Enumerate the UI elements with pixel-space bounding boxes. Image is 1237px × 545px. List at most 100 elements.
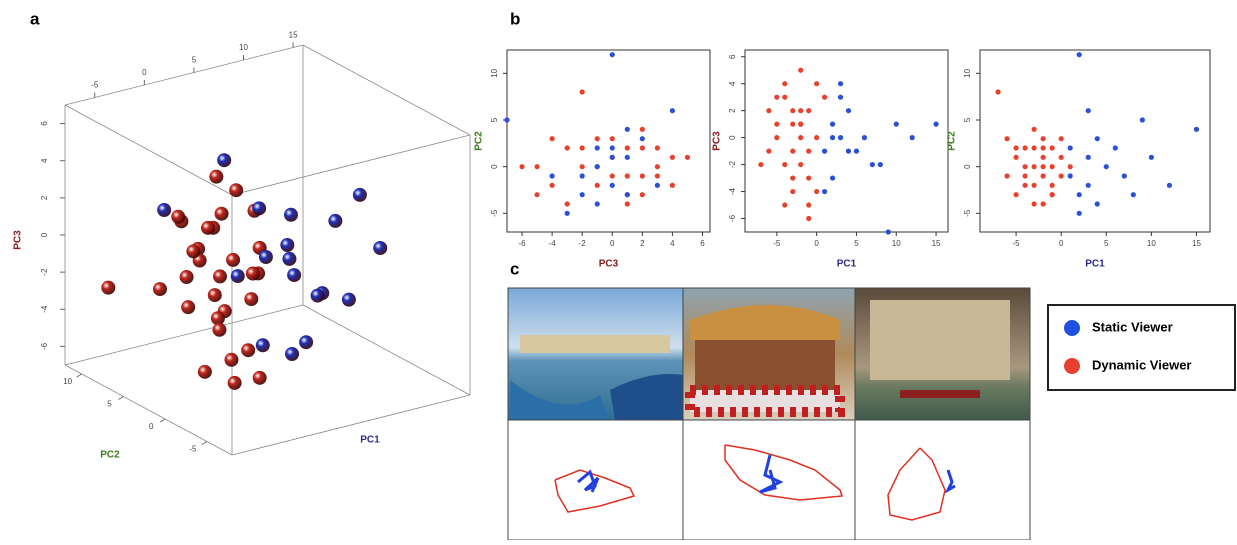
point bbox=[1077, 52, 1082, 57]
sphere bbox=[285, 347, 299, 361]
x-axis-label: PC1 bbox=[837, 259, 857, 270]
sphere bbox=[299, 335, 313, 349]
point bbox=[610, 136, 615, 141]
sphere bbox=[180, 270, 194, 284]
point bbox=[766, 108, 771, 113]
point bbox=[550, 136, 555, 141]
point bbox=[1013, 192, 1018, 197]
legend-label: Static Viewer bbox=[1092, 319, 1173, 334]
box-edge bbox=[303, 45, 470, 135]
sphere bbox=[244, 292, 258, 306]
point bbox=[1068, 145, 1073, 150]
sphere bbox=[246, 267, 260, 281]
y-tick bbox=[160, 419, 165, 422]
sphere bbox=[226, 253, 240, 267]
point bbox=[822, 149, 827, 154]
sphere bbox=[224, 353, 238, 367]
photos bbox=[508, 288, 1030, 540]
point bbox=[1032, 127, 1037, 132]
point bbox=[830, 122, 835, 127]
sphere bbox=[101, 281, 115, 295]
point bbox=[565, 201, 570, 206]
point bbox=[1059, 136, 1064, 141]
point bbox=[610, 155, 615, 160]
y-tick-label: -5 bbox=[189, 445, 197, 454]
point bbox=[640, 173, 645, 178]
y-tick-label: 0 bbox=[728, 135, 737, 140]
y-tick-label: 10 bbox=[490, 68, 499, 77]
point bbox=[846, 108, 851, 113]
point bbox=[1131, 192, 1136, 197]
sphere bbox=[228, 376, 242, 390]
y-tick-label: 0 bbox=[490, 164, 499, 169]
point bbox=[670, 108, 675, 113]
sphere bbox=[259, 250, 273, 264]
y-tick-label: 5 bbox=[963, 117, 972, 122]
point bbox=[838, 95, 843, 100]
point bbox=[550, 173, 555, 178]
point bbox=[595, 201, 600, 206]
point bbox=[1050, 183, 1055, 188]
plot-frame bbox=[507, 50, 710, 232]
point bbox=[806, 216, 811, 221]
point bbox=[798, 135, 803, 140]
y-axis-label: PC2 bbox=[474, 131, 485, 151]
point bbox=[640, 145, 645, 150]
point bbox=[1004, 173, 1009, 178]
point bbox=[565, 211, 570, 216]
point bbox=[595, 164, 600, 169]
point bbox=[625, 201, 630, 206]
point bbox=[822, 95, 827, 100]
point bbox=[806, 108, 811, 113]
point bbox=[790, 122, 795, 127]
point bbox=[580, 164, 585, 169]
point bbox=[1113, 145, 1118, 150]
point bbox=[550, 183, 555, 188]
point bbox=[782, 162, 787, 167]
x-tick-label: 0 bbox=[1059, 239, 1064, 248]
point bbox=[519, 164, 524, 169]
legend-swatch bbox=[1064, 358, 1080, 374]
point bbox=[870, 162, 875, 167]
x-tick-label: 5 bbox=[1104, 239, 1109, 248]
point bbox=[625, 173, 630, 178]
point bbox=[1013, 145, 1018, 150]
sphere bbox=[198, 365, 212, 379]
photo-detail bbox=[695, 340, 835, 390]
point bbox=[595, 145, 600, 150]
y-axis-label: PC2 bbox=[100, 450, 120, 461]
y-tick-label: -4 bbox=[728, 187, 737, 195]
plot-frame bbox=[745, 50, 948, 232]
point bbox=[610, 183, 615, 188]
sphere bbox=[280, 238, 294, 252]
sphere bbox=[212, 323, 226, 337]
x-tick-label: 10 bbox=[1147, 239, 1156, 248]
x-tick-label: -5 bbox=[1013, 239, 1021, 248]
sphere bbox=[171, 210, 185, 224]
sphere bbox=[231, 269, 245, 283]
sphere bbox=[282, 252, 296, 266]
point bbox=[1022, 173, 1027, 178]
point bbox=[790, 149, 795, 154]
point bbox=[806, 202, 811, 207]
point bbox=[625, 145, 630, 150]
point bbox=[1167, 183, 1172, 188]
x-tick-label: 2 bbox=[640, 239, 645, 248]
z-tick-label: 4 bbox=[40, 158, 49, 163]
point bbox=[1032, 164, 1037, 169]
photo-detail bbox=[900, 390, 980, 398]
point bbox=[1041, 155, 1046, 160]
point bbox=[854, 149, 859, 154]
y-tick bbox=[202, 442, 207, 445]
point bbox=[814, 135, 819, 140]
point bbox=[1068, 164, 1073, 169]
point bbox=[822, 189, 827, 194]
point bbox=[1022, 183, 1027, 188]
x-tick-label: -5 bbox=[773, 239, 781, 248]
point bbox=[830, 135, 835, 140]
point bbox=[1086, 155, 1091, 160]
x-tick-label: 4 bbox=[670, 239, 675, 248]
point bbox=[838, 135, 843, 140]
figure: a b c Static ViewerDynamic Viewer-505101… bbox=[0, 0, 1237, 540]
point bbox=[766, 149, 771, 154]
